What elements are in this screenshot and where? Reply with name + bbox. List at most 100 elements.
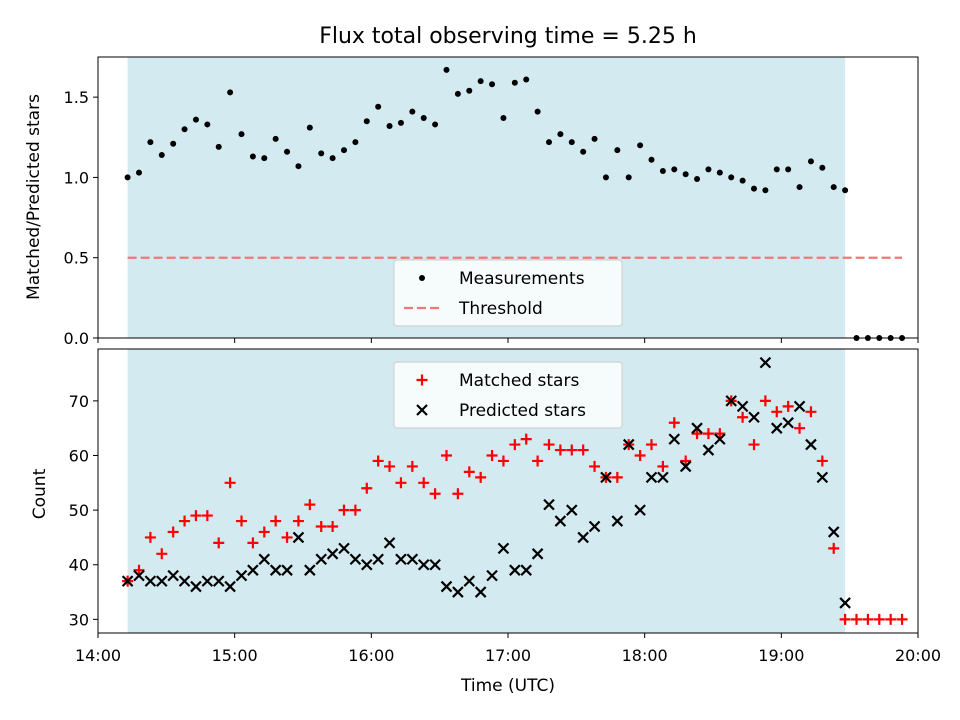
- predicted-star-point: [452, 586, 464, 598]
- measurement-point: [682, 171, 689, 178]
- predicted-star-point: [178, 575, 191, 587]
- top-chart: 0.0 0.5 1.0 1.5 Measurements Threshold: [64, 56, 919, 348]
- predicted-star-point: [281, 564, 293, 576]
- matched-star-point: [885, 613, 897, 625]
- measurement-point: [489, 81, 496, 88]
- y-tick-label: 50: [69, 501, 89, 520]
- matched-star-point: [247, 537, 259, 549]
- measurement-point: [534, 108, 541, 115]
- predicted-star-point: [714, 433, 726, 445]
- matched-star-point: [896, 613, 908, 625]
- matched-star-point: [384, 460, 396, 472]
- predicted-star-point: [759, 356, 772, 369]
- matched-star-point: [361, 482, 373, 494]
- predicted-star-point: [668, 433, 681, 445]
- matched-star-point: [554, 444, 566, 456]
- series-predicted-stars: [121, 356, 851, 609]
- predicted-star-point: [611, 515, 624, 527]
- legend-marker-x: [416, 404, 428, 416]
- predicted-star-point: [258, 553, 271, 566]
- predicted-star-point: [292, 531, 305, 544]
- predicted-star-point: [429, 558, 441, 571]
- matched-star-point: [304, 499, 316, 511]
- predicted-star-point: [269, 564, 282, 576]
- measurement-point: [796, 184, 803, 191]
- predicted-star-point: [531, 548, 544, 560]
- x-tick-label: 14:00: [75, 646, 121, 665]
- predicted-star-point: [634, 504, 646, 516]
- matched-star-point: [236, 515, 247, 527]
- matched-star-point: [714, 428, 726, 440]
- matched-star-point: [657, 460, 669, 472]
- matched-star-point: [395, 477, 407, 489]
- measurement-point: [773, 166, 780, 173]
- matched-star-point: [759, 395, 771, 407]
- predicted-star-point: [417, 558, 430, 571]
- predicted-star-point: [133, 569, 145, 582]
- bottom-chart: 30 40 50 60 70 14:00 15:00 16:00 17:00 18:00 19:00…: [69, 348, 941, 665]
- measurement-point: [318, 150, 325, 157]
- measurement-point: [500, 115, 507, 122]
- y-tick-label: 1.0: [64, 168, 89, 187]
- matched-star-point: [418, 477, 430, 489]
- predicted-star-point: [121, 575, 134, 587]
- measurement-point: [466, 87, 473, 94]
- x-tick-label: 18:00: [622, 646, 668, 665]
- measurement-point: [181, 126, 188, 133]
- legend-box: [393, 361, 623, 429]
- predicted-star-point: [657, 471, 669, 484]
- legend-label: Threshold: [458, 299, 543, 319]
- predicted-star-point: [702, 444, 715, 456]
- matched-star-point: [224, 477, 236, 489]
- matched-star-point: [349, 504, 361, 516]
- legend-label: Predicted stars: [459, 401, 586, 421]
- measurement-point: [352, 139, 359, 146]
- measurement-point: [739, 177, 746, 184]
- measurement-point: [523, 76, 530, 83]
- measurement-point: [215, 143, 222, 150]
- matched-star-point: [258, 526, 270, 538]
- predicted-star-point: [212, 575, 225, 587]
- predicted-star-point: [235, 569, 248, 582]
- matched-star-point: [406, 460, 418, 472]
- legend-marker-plus: [416, 374, 428, 386]
- matched-star-point: [839, 613, 851, 625]
- predicted-star-point: [622, 438, 635, 451]
- measurement-point: [557, 131, 564, 138]
- matched-star-point: [782, 400, 794, 412]
- matched-star-point: [668, 417, 680, 429]
- legend-label: Measurements: [459, 269, 585, 289]
- measurement-point: [432, 121, 439, 128]
- matched-star-point: [441, 450, 452, 461]
- measurement-point: [511, 79, 518, 86]
- predicted-star-point: [645, 471, 658, 484]
- x-tick-label: 16:00: [348, 646, 394, 665]
- measurement-point: [716, 169, 723, 176]
- measurement-point: [170, 140, 177, 147]
- predicted-star-point: [725, 395, 737, 407]
- matched-star-point: [372, 455, 384, 467]
- measurement-point: [751, 185, 757, 192]
- matched-star-point: [862, 613, 874, 625]
- matched-star-point: [589, 460, 601, 472]
- matched-star-point: [737, 411, 749, 423]
- matched-star-point: [851, 613, 862, 625]
- series-matched-stars: [122, 395, 908, 625]
- y-tick-label: 40: [69, 556, 89, 575]
- matched-star-point: [532, 455, 544, 467]
- matched-star-point: [338, 504, 350, 516]
- measurement-point: [625, 174, 632, 181]
- predicted-star-point: [793, 400, 806, 413]
- top-chart-ylabel: Matched/Predicted stars: [24, 94, 44, 300]
- matched-star-point: [315, 521, 327, 532]
- predicted-star-point: [349, 553, 362, 566]
- measurement-point: [192, 116, 199, 123]
- measurement-point: [363, 118, 370, 125]
- measurement-point: [454, 90, 461, 97]
- matched-star-point: [201, 510, 213, 522]
- matched-star-point: [327, 521, 339, 532]
- matched-star-point: [680, 455, 692, 467]
- matched-star-point: [475, 471, 487, 483]
- x-tick-label: 15:00: [212, 646, 258, 665]
- measurement-point: [648, 156, 655, 163]
